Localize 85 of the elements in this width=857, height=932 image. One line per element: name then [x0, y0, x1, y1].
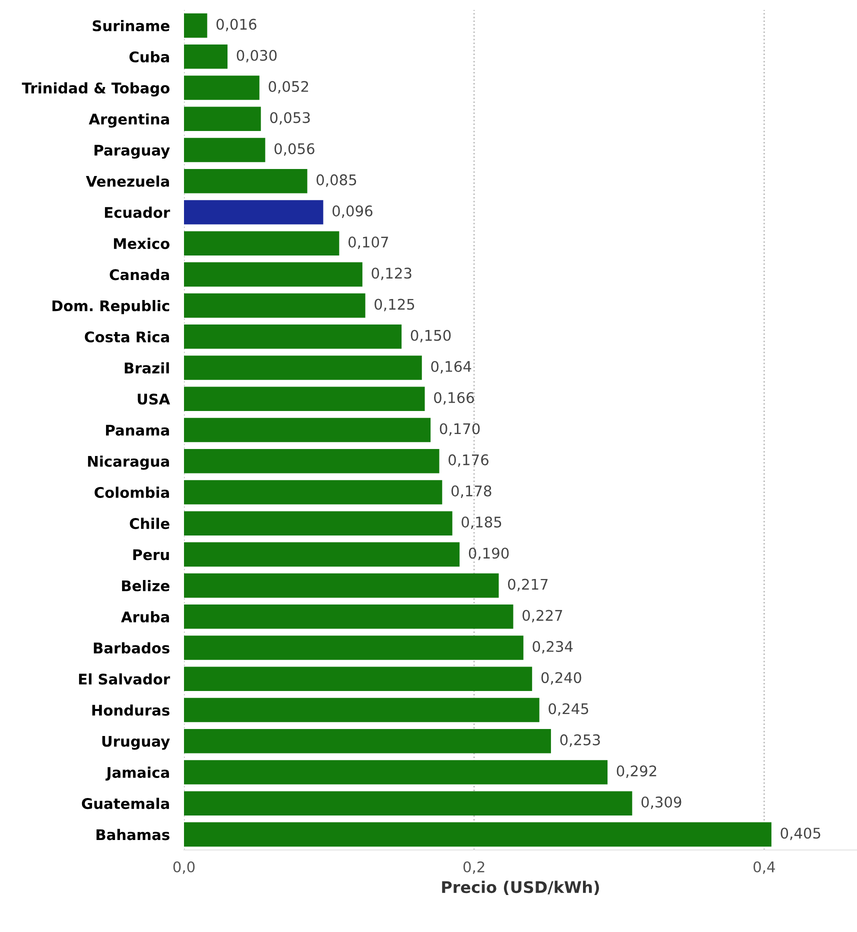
- data-label: 0,164: [431, 360, 472, 374]
- x-tick-label: 0,2: [463, 861, 484, 874]
- data-label: 0,052: [268, 80, 308, 94]
- data-label: 0,030: [236, 50, 277, 62]
- y-tick-label: Argentina: [88, 113, 169, 128]
- y-tick-label: Jamaica: [106, 766, 169, 781]
- y-tick-label: Colombia: [94, 486, 169, 498]
- data-label: 0,107: [348, 236, 388, 250]
- data-label: 0,227: [522, 610, 562, 622]
- data-label: 0,405: [780, 828, 820, 840]
- data-label: 0,085: [316, 174, 356, 187]
- y-tick-label: Cuba: [129, 51, 169, 62]
- y-tick-label: Mexico: [114, 238, 170, 250]
- data-label: 0,245: [548, 703, 588, 716]
- y-tick-label: Trinidad & Tobago: [22, 82, 170, 96]
- bar: [184, 262, 362, 287]
- bar: [184, 542, 460, 567]
- data-label: 0,240: [541, 672, 582, 685]
- data-label: 0,053: [270, 112, 310, 125]
- bar: [184, 386, 425, 412]
- bar: [184, 511, 452, 536]
- bar: [184, 791, 632, 816]
- y-tick-label: Brazil: [124, 362, 169, 374]
- bar: [184, 728, 551, 754]
- y-tick-label: Honduras: [92, 704, 170, 716]
- y-tick-label: Venezuela: [86, 176, 169, 187]
- bar: [184, 418, 431, 442]
- x-tick-label: 0,4: [754, 861, 775, 874]
- bar: [184, 480, 442, 504]
- bar: [184, 822, 772, 847]
- y-tick-label: Chile: [130, 518, 170, 530]
- y-tick-label: Dom. Republic: [52, 300, 170, 314]
- y-tick-label: El Salvador: [79, 673, 170, 685]
- y-tick-label: Panama: [106, 424, 169, 436]
- data-label: 0,185: [462, 516, 502, 530]
- data-label: 0,056: [274, 143, 314, 156]
- data-label: 0,292: [616, 765, 656, 778]
- y-tick-label: USA: [138, 394, 170, 405]
- x-axis-title: Precio (USD/kWh): [442, 880, 599, 896]
- y-tick-label: Nicaragua: [88, 456, 169, 470]
- y-tick-label: Belize: [122, 580, 170, 592]
- y-tick-label: Paraguay: [94, 144, 170, 159]
- bar: [184, 760, 608, 784]
- data-label: 0,253: [560, 734, 600, 747]
- x-tick-label: 0,0: [173, 861, 195, 874]
- bar: [184, 293, 366, 318]
- data-label: 0,096: [332, 205, 372, 218]
- bar: [184, 698, 540, 722]
- data-label: 0,234: [532, 640, 573, 654]
- bar: [184, 44, 228, 69]
- bar: [184, 138, 266, 162]
- bar: [184, 168, 308, 194]
- bar: [184, 200, 324, 224]
- y-tick-label: Barbados: [94, 642, 170, 654]
- data-label: 0,170: [440, 423, 480, 436]
- y-tick-label: Suriname: [92, 20, 170, 32]
- y-tick-label: Costa Rica: [84, 331, 169, 342]
- data-label: 0,176: [448, 454, 488, 467]
- data-label: 0,217: [508, 578, 548, 592]
- data-label: 0,123: [372, 268, 412, 280]
- bar: [184, 13, 208, 38]
- data-label: 0,166: [434, 392, 474, 405]
- y-tick-label: Ecuador: [104, 206, 170, 218]
- y-tick-label: Bahamas: [96, 828, 170, 840]
- bar: [184, 76, 260, 100]
- y-tick-label: Peru: [133, 549, 169, 560]
- bar: [184, 636, 524, 660]
- y-tick-label: Uruguay: [102, 736, 170, 750]
- data-label: 0,125: [374, 298, 414, 312]
- data-label: 0,016: [216, 18, 256, 32]
- bar: [184, 573, 499, 598]
- bar: [184, 666, 532, 692]
- data-label: 0,309: [641, 796, 682, 810]
- y-tick-label: Canada: [110, 268, 169, 280]
- y-tick-label: Aruba: [121, 611, 169, 622]
- bar: [184, 604, 514, 629]
- bar: [184, 356, 422, 380]
- bar: [184, 324, 402, 349]
- data-label: 0,178: [451, 485, 492, 498]
- bar: [184, 106, 261, 132]
- bar: [184, 448, 440, 474]
- data-label: 0,150: [410, 330, 451, 342]
- y-tick-label: Guatemala: [82, 798, 169, 810]
- bar: [184, 231, 340, 256]
- data-label: 0,190: [468, 548, 509, 560]
